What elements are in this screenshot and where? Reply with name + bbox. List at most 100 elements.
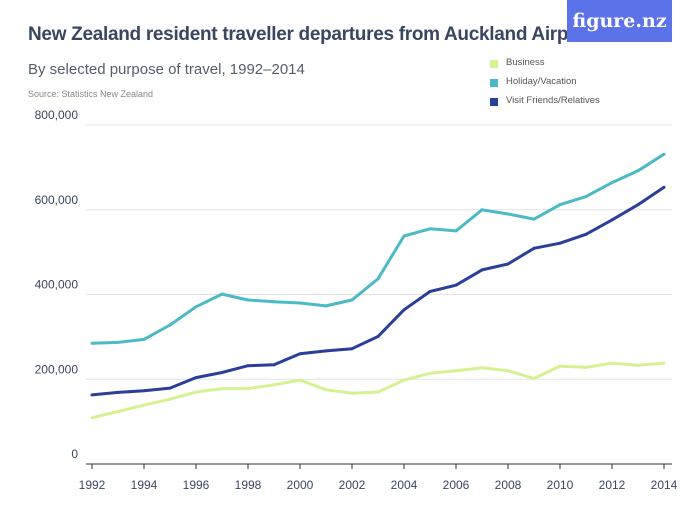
x-tick-label: 2006 bbox=[443, 478, 470, 492]
series-line-holiday-vacation bbox=[91, 152, 665, 345]
data-point bbox=[584, 195, 588, 199]
data-point bbox=[558, 241, 562, 245]
data-point bbox=[480, 268, 484, 272]
data-point bbox=[636, 203, 640, 207]
data-point bbox=[272, 383, 276, 387]
data-point bbox=[558, 203, 562, 207]
data-point bbox=[194, 305, 198, 309]
legend-label: Visit Friends/Relatives bbox=[506, 95, 600, 106]
data-point bbox=[168, 323, 172, 327]
data-point bbox=[558, 364, 562, 368]
figure-nz-logo[interactable]: figure.nz bbox=[567, 0, 672, 42]
x-tick-label: 1998 bbox=[235, 478, 262, 492]
data-point bbox=[350, 391, 354, 395]
x-tick-label: 1994 bbox=[131, 478, 158, 492]
data-point bbox=[90, 393, 94, 397]
data-point bbox=[376, 390, 380, 394]
data-point bbox=[662, 361, 666, 365]
legend-swatch bbox=[490, 60, 498, 68]
data-point bbox=[272, 300, 276, 304]
data-point bbox=[584, 232, 588, 236]
data-point bbox=[194, 376, 198, 380]
data-point bbox=[532, 217, 536, 221]
y-tick-label: 400,000 bbox=[35, 278, 79, 292]
data-point bbox=[142, 389, 146, 393]
data-point bbox=[376, 334, 380, 338]
data-point bbox=[142, 337, 146, 341]
chart-title: New Zealand resident traveller departure… bbox=[28, 24, 593, 45]
x-tick-label: 2000 bbox=[287, 478, 314, 492]
y-tick-label: 0 bbox=[71, 447, 78, 461]
data-point bbox=[272, 363, 276, 367]
data-point bbox=[454, 283, 458, 287]
x-tick-label: 1996 bbox=[183, 478, 210, 492]
data-point bbox=[454, 369, 458, 373]
legend-label: Business bbox=[506, 57, 545, 68]
x-tick-label: 2010 bbox=[547, 478, 574, 492]
data-point bbox=[610, 361, 614, 365]
data-point bbox=[168, 386, 172, 390]
legend-swatch bbox=[490, 98, 498, 106]
x-tick-label: 2004 bbox=[391, 478, 418, 492]
data-point bbox=[480, 366, 484, 370]
legend-label: Holiday/Vacation bbox=[506, 76, 577, 87]
data-point bbox=[246, 298, 250, 302]
data-point bbox=[220, 292, 224, 296]
x-tick-label: 2008 bbox=[495, 478, 522, 492]
data-point bbox=[662, 185, 666, 189]
data-point bbox=[168, 397, 172, 401]
data-point bbox=[506, 262, 510, 266]
data-point bbox=[350, 347, 354, 351]
data-point bbox=[662, 152, 666, 156]
data-point bbox=[142, 403, 146, 407]
data-point bbox=[506, 212, 510, 216]
data-point bbox=[220, 387, 224, 391]
data-point bbox=[402, 234, 406, 238]
data-point bbox=[246, 364, 250, 368]
data-point bbox=[532, 376, 536, 380]
data-point bbox=[610, 181, 614, 185]
data-point bbox=[636, 169, 640, 173]
y-tick-label: 200,000 bbox=[35, 362, 79, 376]
series-line-visit-friends-relatives bbox=[91, 186, 665, 397]
data-point bbox=[480, 208, 484, 212]
data-point bbox=[324, 349, 328, 353]
chart-subtitle: By selected purpose of travel, 1992–2014 bbox=[28, 61, 305, 78]
data-point bbox=[350, 298, 354, 302]
data-point bbox=[116, 340, 120, 344]
data-point bbox=[298, 378, 302, 382]
series-line-business bbox=[91, 361, 665, 420]
legend-item-holiday: Holiday/Vacation bbox=[490, 72, 600, 91]
x-tick-label: 2012 bbox=[599, 478, 626, 492]
data-point bbox=[402, 378, 406, 382]
data-point bbox=[454, 229, 458, 233]
data-point bbox=[428, 227, 432, 231]
data-point bbox=[194, 390, 198, 394]
data-point bbox=[610, 218, 614, 222]
data-point bbox=[428, 371, 432, 375]
data-point bbox=[90, 341, 94, 345]
data-point bbox=[116, 409, 120, 413]
data-point bbox=[636, 363, 640, 367]
data-point bbox=[376, 277, 380, 281]
data-point bbox=[402, 308, 406, 312]
data-point bbox=[428, 290, 432, 294]
x-tick-label: 2014 bbox=[651, 478, 678, 492]
x-tick-label: 2002 bbox=[339, 478, 366, 492]
x-tick-label: 1992 bbox=[79, 478, 106, 492]
chart-source: Source: Statistics New Zealand bbox=[28, 89, 154, 99]
y-tick-label: 600,000 bbox=[35, 193, 79, 207]
data-point bbox=[324, 388, 328, 392]
data-point bbox=[246, 387, 250, 391]
data-point bbox=[298, 301, 302, 305]
y-tick-label: 800,000 bbox=[35, 108, 79, 122]
data-point bbox=[532, 246, 536, 250]
data-point bbox=[90, 416, 94, 420]
legend-item-vfr: Visit Friends/Relatives bbox=[490, 91, 600, 110]
legend-swatch bbox=[490, 79, 498, 87]
legend: Business Holiday/Vacation Visit Friends/… bbox=[490, 53, 600, 110]
data-point bbox=[324, 304, 328, 308]
data-point bbox=[116, 390, 120, 394]
data-point bbox=[298, 352, 302, 356]
